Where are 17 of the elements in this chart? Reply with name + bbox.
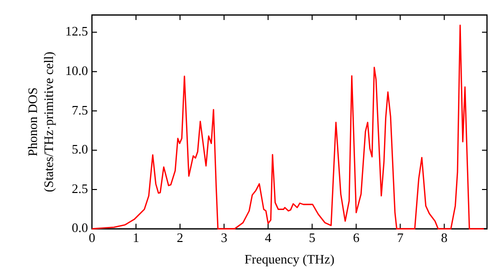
x-tick-label: 3 — [220, 230, 228, 246]
y-tick-label: 5.0 — [72, 142, 88, 157]
y-tick-label: 2.5 — [72, 180, 88, 196]
x-tick-label: 0 — [88, 230, 96, 246]
x-tick-label: 2 — [176, 230, 184, 246]
x-tick-label: 1 — [132, 230, 140, 246]
x-tick-label: 4 — [264, 230, 272, 246]
y-tick-label: 12.5 — [65, 24, 88, 39]
x-tick-label: 8 — [441, 230, 448, 246]
y-axis-title: Phonon DOS (States/THz·primitive cell) — [25, 52, 56, 192]
y-tick-label: 7.5 — [72, 102, 88, 118]
y-tick-label: 10.0 — [65, 63, 88, 78]
y-tick-label: 0.0 — [72, 220, 88, 236]
x-tick-label: 7 — [396, 230, 404, 246]
x-axis-title: Frequency (THz) — [244, 252, 334, 267]
x-tick-label: 5 — [308, 230, 316, 246]
x-tick-label: 6 — [352, 230, 360, 246]
